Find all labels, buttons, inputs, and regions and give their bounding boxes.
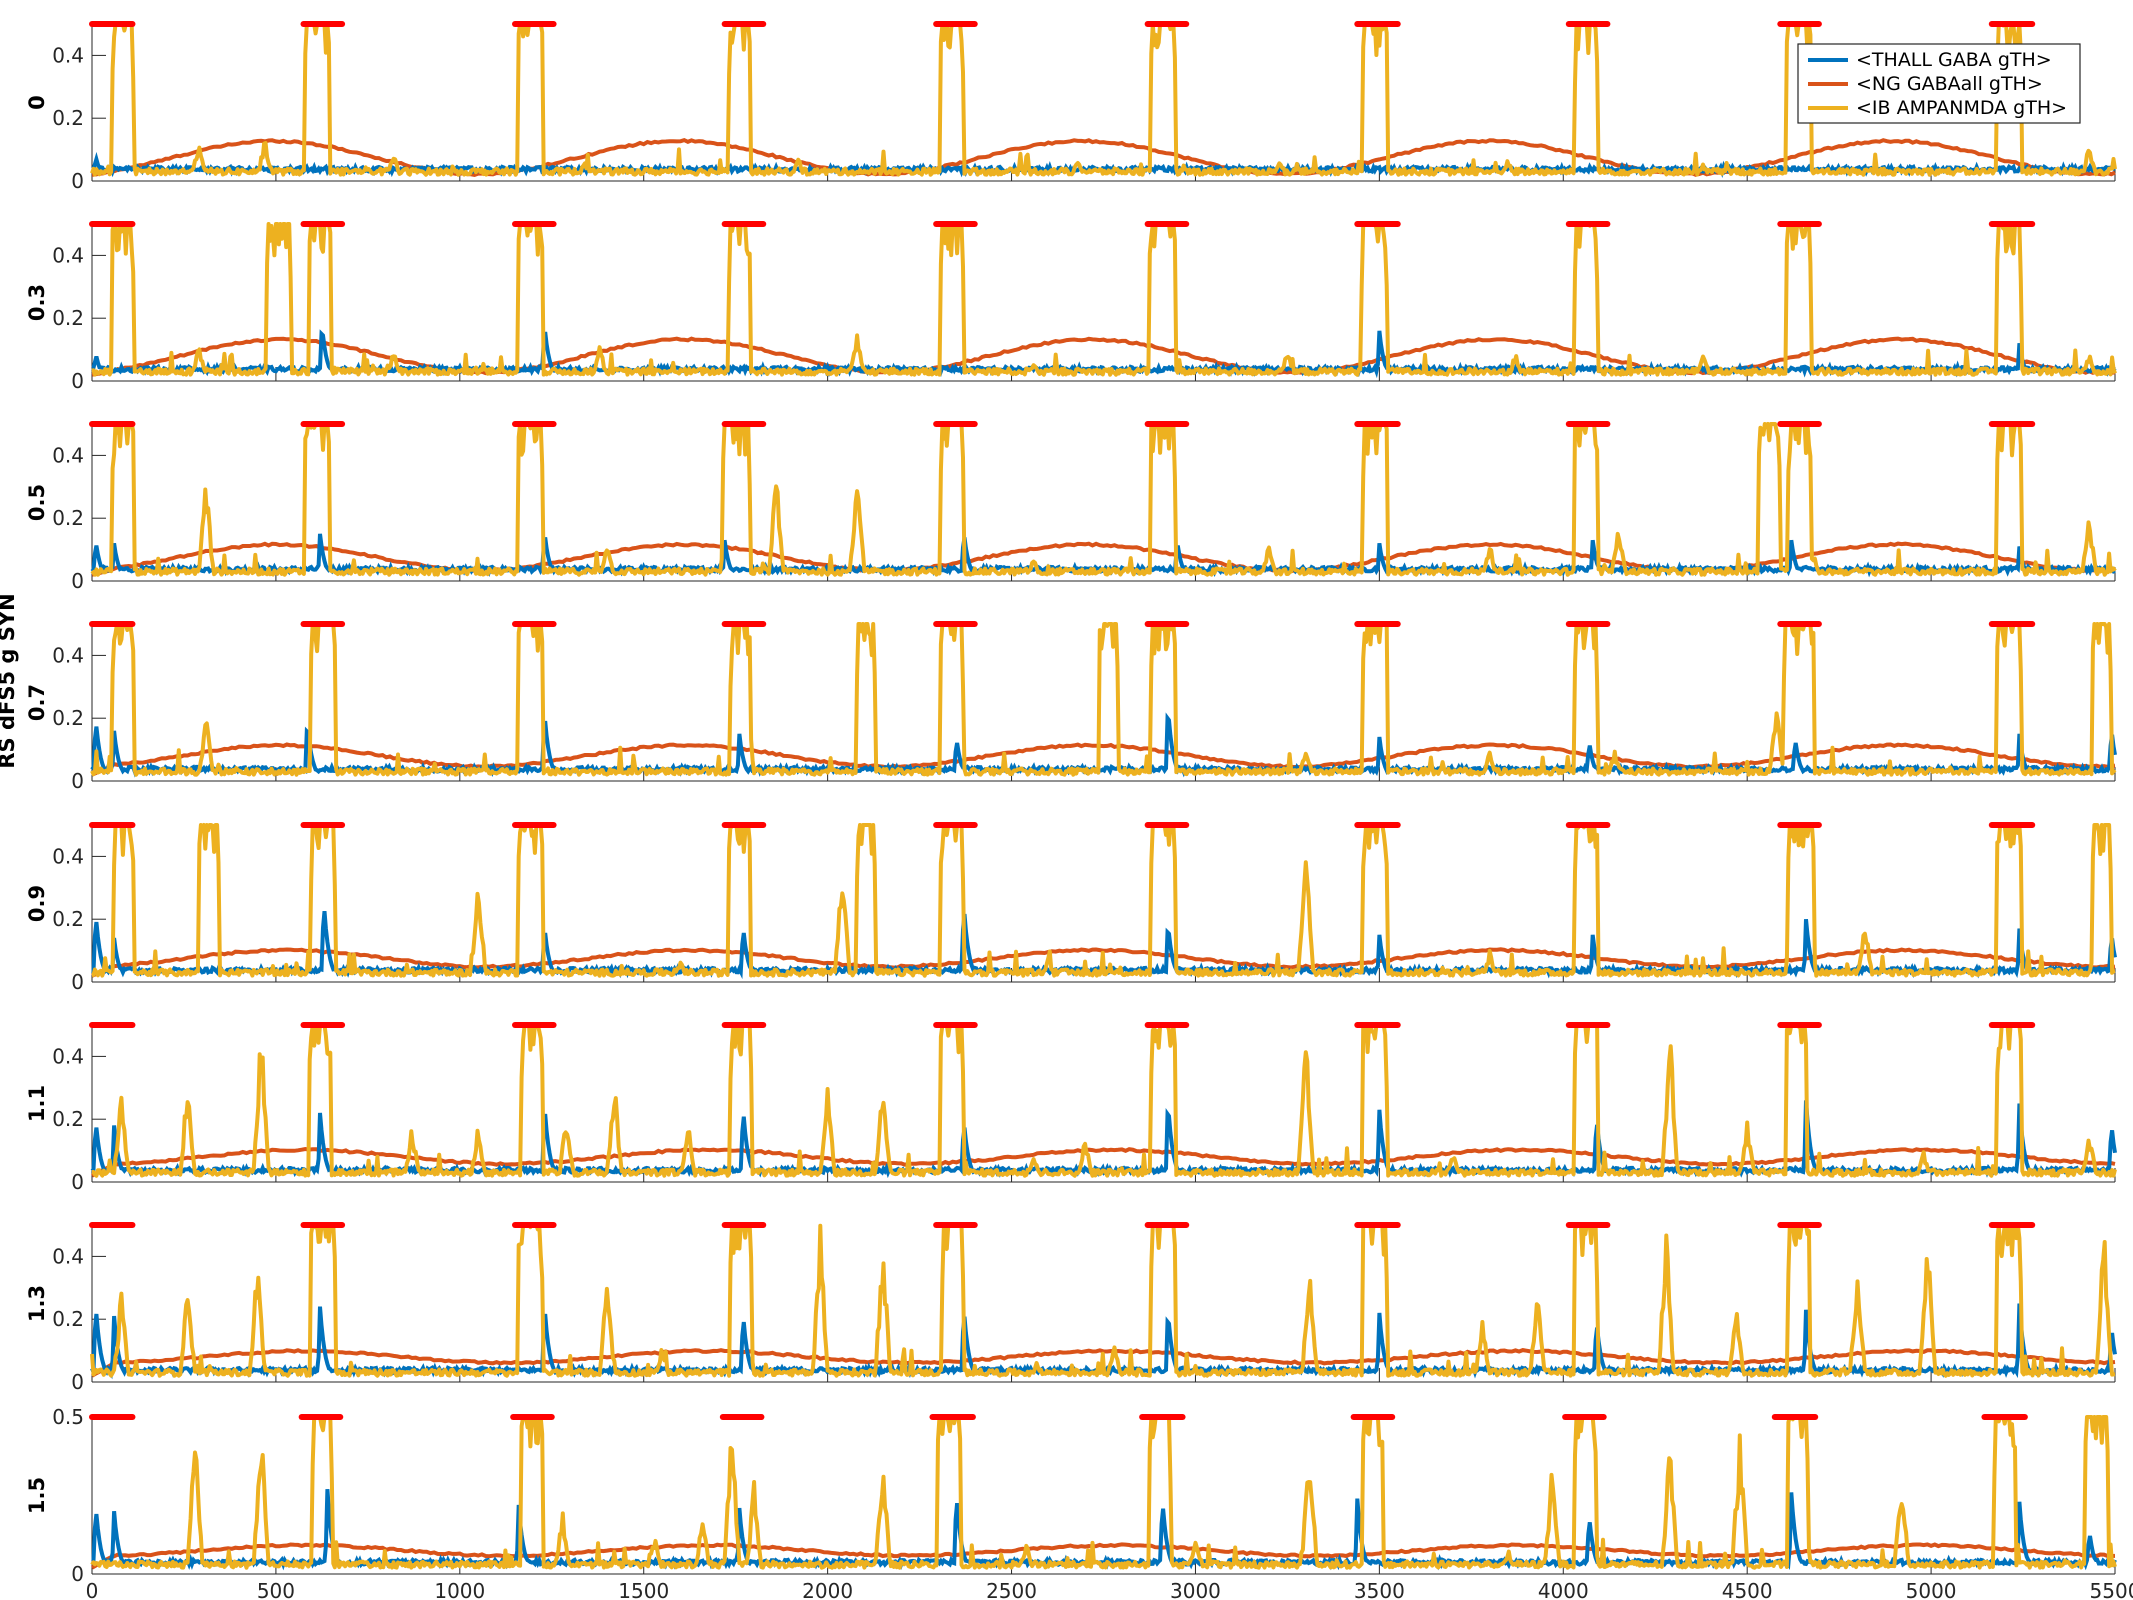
panel-2: 0 0.2 0.40.5: [25, 421, 2117, 593]
series-ng-line: [91, 1348, 2116, 1378]
x-tick-label: 3000: [1170, 1579, 1221, 1600]
y-tick-label: 0.5: [52, 1405, 84, 1429]
x-tick-label: 1500: [618, 1579, 669, 1600]
series-ib-line: [90, 22, 2117, 177]
series-ib-line: [90, 1415, 2117, 1570]
y-tick-label: 0.2: [52, 106, 84, 130]
panel-label: 0: [25, 95, 49, 110]
x-tick-label: 4500: [1722, 1579, 1773, 1600]
y-tick-label: 0.2: [52, 907, 84, 931]
series-ng-line: [91, 742, 2116, 777]
panel-5: 0 0.2 0.41.1: [25, 1022, 2117, 1194]
panel-4: 0 0.2 0.40.9: [25, 822, 2117, 994]
y-tick-label: 0.2: [52, 706, 84, 730]
series-thall-line: [90, 1100, 2117, 1179]
series-ng-line: [91, 1542, 2116, 1570]
series-ib-line: [91, 222, 2117, 377]
y-tick-label: 0: [71, 169, 84, 193]
legend-item-ng: <NG GABAall gTH>: [1808, 73, 2043, 95]
x-tick-label: 0: [86, 1579, 99, 1600]
y-tick-label: 0.4: [52, 443, 84, 467]
y-tick-label: 0.4: [52, 1044, 84, 1068]
panel-1: 0 0.2 0.40.3: [25, 221, 2117, 393]
shared-y-axis-label: RS dFS5 g SYN: [0, 593, 19, 768]
y-tick-label: 0.4: [52, 43, 84, 67]
x-tick-label: 3500: [1354, 1579, 1405, 1600]
series-ng-line: [91, 1146, 2116, 1178]
legend: <THALL GABA gTH> <NG GABAall gTH> <IB AM…: [1797, 43, 2081, 124]
x-tick-label: 4000: [1538, 1579, 1589, 1600]
x-tick-label: 1000: [434, 1579, 485, 1600]
y-tick-label: 0.4: [52, 844, 84, 868]
panel-6: 0 0.2 0.41.3: [25, 1222, 2117, 1394]
x-tick-label: 500: [257, 1579, 295, 1600]
y-tick-label: 0.2: [52, 506, 84, 530]
y-tick-label: 0.4: [52, 243, 84, 267]
legend-label-ib: <IB AMPANMDA gTH>: [1856, 97, 2067, 119]
series-ib-line: [90, 422, 2117, 577]
y-tick-label: 0.4: [52, 643, 84, 667]
panel-label: 1.3: [25, 1285, 49, 1322]
panel-3: 0 0.2 0.40.7: [25, 621, 2117, 793]
panel-label: 0.3: [25, 284, 49, 321]
panel-label: 0.7: [25, 684, 49, 721]
panel-label: 1.5: [25, 1477, 49, 1514]
series-ib-line: [91, 1023, 2117, 1178]
panel-0: 00.20.40: [25, 21, 2117, 193]
panel-7: 0 0.5 1.5 0 500 1000 1500 2000 2500 3000 3500 4000 4…: [25, 1405, 2133, 1600]
panel-label: 0.5: [25, 484, 49, 521]
y-tick-label: 0: [71, 1370, 84, 1394]
y-tick-label: 0.2: [52, 306, 84, 330]
x-tick-label: 5500: [2090, 1579, 2133, 1600]
x-tick-label: 2500: [986, 1579, 1037, 1600]
y-tick-label: 0: [71, 769, 84, 793]
y-tick-label: 0.2: [52, 1107, 84, 1131]
legend-label-ng: <NG GABAall gTH>: [1856, 73, 2043, 95]
y-tick-label: 0: [71, 1170, 84, 1194]
y-tick-label: 0: [71, 1562, 84, 1586]
y-tick-label: 0: [71, 369, 84, 393]
x-tick-label: 2000: [802, 1579, 853, 1600]
y-tick-label: 0: [71, 970, 84, 994]
series-ib-line: [90, 1223, 2116, 1378]
x-tick-label: 5000: [1906, 1579, 1957, 1600]
legend-label-thall: <THALL GABA gTH>: [1856, 49, 2052, 71]
legend-item-thall: <THALL GABA gTH>: [1808, 49, 2052, 71]
y-tick-label: 0.4: [52, 1244, 84, 1268]
y-tick-label: 0: [71, 569, 84, 593]
panel-label: 0.9: [25, 885, 49, 922]
panel-label: 1.1: [25, 1085, 49, 1122]
y-tick-label: 0.2: [52, 1307, 84, 1331]
panels: 00.20.4000.20.40.300.20.40.500.20.40.700…: [25, 21, 2133, 1600]
series-ib-line: [91, 823, 2116, 978]
series-ib-line: [90, 622, 2117, 777]
series-ng-line: [91, 947, 2116, 978]
legend-item-ib: <IB AMPANMDA gTH>: [1808, 97, 2067, 119]
